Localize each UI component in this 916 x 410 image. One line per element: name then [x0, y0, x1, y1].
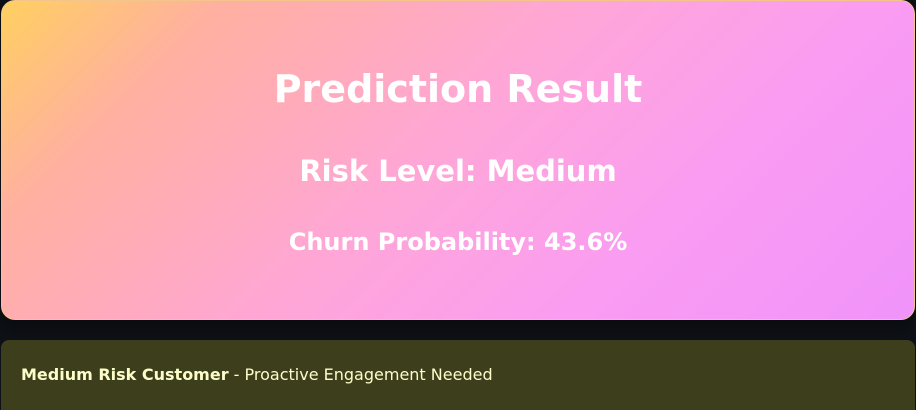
risk-alert-box: Medium Risk Customer - Proactive Engagem… — [1, 340, 915, 410]
risk-level-text: Risk Level: Medium — [299, 154, 617, 188]
churn-probability-text: Churn Probability: 43.6% — [288, 228, 628, 256]
alert-message: - Proactive Engagement Needed — [228, 365, 493, 384]
prediction-result-card: Prediction Result Risk Level: Medium Chu… — [1, 0, 915, 320]
alert-headline: Medium Risk Customer — [21, 365, 229, 384]
prediction-result-title: Prediction Result — [273, 67, 643, 111]
